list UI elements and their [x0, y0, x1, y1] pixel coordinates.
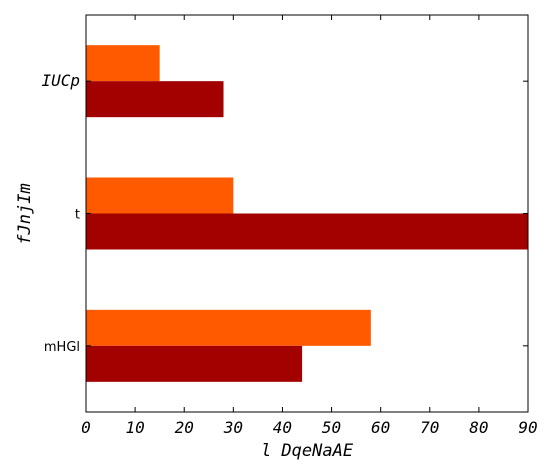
y-tick-label-t: t: [75, 208, 80, 223]
y-tick-label-mHGl: mHGl: [44, 340, 80, 355]
bar-IUCp-series-1: [86, 81, 224, 118]
x-tick-label: 10: [125, 418, 144, 437]
y-ticks-group: IUCp t mHGl: [41, 71, 528, 355]
x-tick-label: 40: [273, 418, 292, 437]
x-tick-label: 90: [518, 418, 537, 437]
x-tick-label: 0: [81, 418, 91, 437]
x-tick-label: 30: [223, 418, 243, 437]
x-ticks-group: 0 10 20 30 40 50 60 70 80 90: [81, 15, 538, 437]
bar-mHGl-series-1: [86, 345, 303, 382]
x-tick-label: 20: [175, 418, 194, 437]
y-axis-label: fJnjIm: [15, 183, 35, 244]
y-tick-label-IUCp: IUCp: [41, 71, 80, 90]
bar-t-series-1: [86, 213, 528, 250]
bar-IUCp-series-2: [86, 45, 160, 82]
x-tick-label: 50: [322, 418, 341, 437]
x-tick-label: 80: [469, 418, 488, 437]
bars-group: [86, 45, 528, 382]
bar-t-series-2: [86, 177, 234, 214]
x-axis-label: l DqeNaAE: [261, 441, 354, 461]
x-tick-label: 70: [420, 418, 439, 437]
x-tick-label: 60: [371, 418, 390, 437]
bar-mHGl-series-2: [86, 309, 371, 346]
